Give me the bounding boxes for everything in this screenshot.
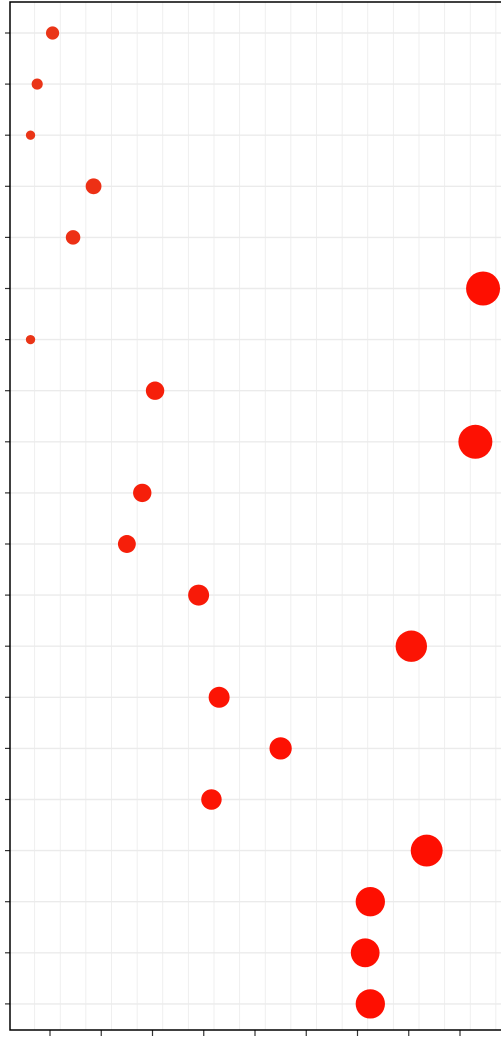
data-point [466, 271, 501, 306]
data-point [269, 737, 292, 760]
grid-lines [10, 2, 501, 1030]
data-point [45, 26, 60, 40]
data-point [410, 834, 443, 867]
x-axis-ticks [49, 1030, 461, 1036]
data-point [355, 989, 385, 1019]
data-point [133, 483, 152, 503]
data-point [25, 334, 36, 345]
data-point [65, 230, 81, 245]
y-axis-ticks [5, 32, 10, 1005]
data-point [145, 381, 165, 400]
data-point [31, 78, 43, 90]
plot-panel-border [9, 1, 501, 1031]
data-point [208, 686, 230, 708]
data-point [25, 130, 36, 140]
data-point [350, 938, 380, 968]
data-point [395, 630, 428, 662]
data-point [201, 789, 222, 810]
data-points [25, 26, 501, 1019]
data-point [188, 584, 210, 606]
data-point [85, 178, 102, 195]
data-point [355, 887, 385, 917]
data-point [117, 535, 136, 553]
data-point [458, 424, 493, 459]
